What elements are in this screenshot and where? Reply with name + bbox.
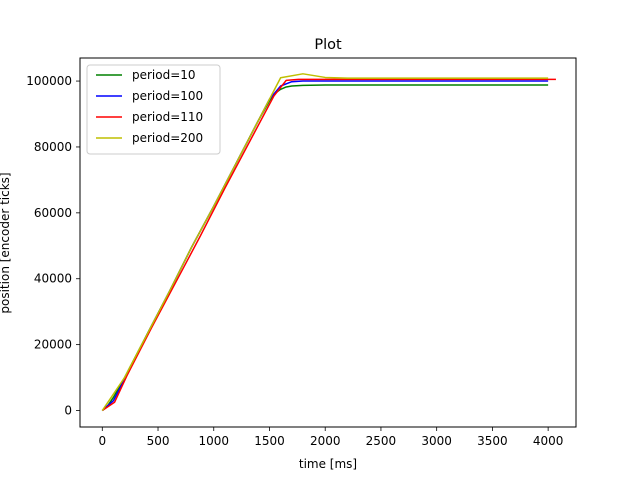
legend-label-0: period=10: [132, 68, 196, 82]
x-tick-label-0: 0: [98, 434, 106, 448]
chart-title: Plot: [314, 37, 342, 53]
x-tick-label-4: 2000: [310, 434, 341, 448]
legend-box: [86, 64, 221, 155]
x-tick-label-7: 3500: [477, 434, 508, 448]
x-axis-ticks: 0 500 1000 1500 2000 2500 3000 3500 4000: [98, 427, 563, 448]
x-tick-label-6: 3000: [421, 434, 452, 448]
x-tick-label-3: 1500: [254, 434, 285, 448]
y-tick-label-4: 80000: [34, 140, 72, 154]
plot-lines: [101, 73, 556, 412]
y-axis-ticks: 0 20000 40000 60000 80000 100000: [26, 74, 80, 418]
legend-label-2: period=110: [132, 110, 203, 124]
series-line-2: [101, 78, 556, 412]
y-tick-label-5: 100000: [26, 74, 72, 88]
x-tick-label-5: 2500: [366, 434, 397, 448]
x-tick-label-1: 500: [147, 434, 170, 448]
x-tick-label-8: 4000: [533, 434, 564, 448]
legend-label-3: period=200: [132, 131, 203, 145]
legend-label-1: period=100: [132, 89, 203, 103]
y-tick-label-0: 0: [64, 404, 72, 418]
y-tick-label-2: 40000: [34, 272, 72, 286]
plot-frame: [79, 57, 577, 428]
x-axis-label: time [ms]: [299, 457, 357, 471]
y-tick-label-3: 60000: [34, 206, 72, 220]
y-axis-label: position [encoder ticks]: [0, 172, 12, 313]
series-line-3: [101, 73, 549, 411]
y-tick-label-1: 20000: [34, 338, 72, 352]
legend-items: period=10 period=100 period=110 period=200: [96, 68, 203, 145]
x-tick-label-2: 1000: [198, 434, 229, 448]
legend: period=10 period=100 period=110 period=200: [86, 64, 221, 155]
